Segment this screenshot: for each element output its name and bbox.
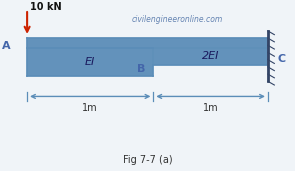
Text: Fig 7-7 (a): Fig 7-7 (a): [123, 155, 172, 165]
Polygon shape: [153, 48, 268, 64]
Text: A: A: [2, 41, 11, 51]
Text: 10 kN: 10 kN: [30, 2, 62, 12]
Text: 1m: 1m: [203, 103, 218, 113]
Text: civilengineeronline.com: civilengineeronline.com: [131, 15, 222, 24]
Text: EI: EI: [85, 57, 95, 67]
Polygon shape: [27, 38, 268, 48]
Text: B: B: [137, 64, 146, 74]
Text: C: C: [277, 54, 285, 64]
Text: 2EI: 2EI: [202, 51, 219, 61]
Polygon shape: [27, 48, 153, 76]
Text: 1m: 1m: [82, 103, 98, 113]
